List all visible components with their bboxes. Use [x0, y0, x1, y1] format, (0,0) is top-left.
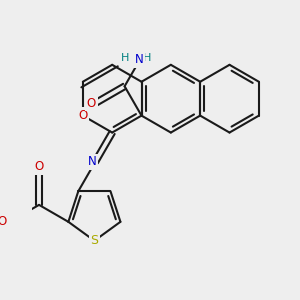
- Text: H: H: [143, 53, 152, 63]
- Text: O: O: [0, 215, 7, 228]
- Text: N: N: [88, 155, 97, 168]
- Text: N: N: [135, 53, 143, 66]
- Text: S: S: [90, 234, 98, 247]
- Text: H: H: [122, 53, 130, 63]
- Text: O: O: [78, 109, 88, 122]
- Text: O: O: [34, 160, 44, 173]
- Text: O: O: [86, 97, 96, 110]
